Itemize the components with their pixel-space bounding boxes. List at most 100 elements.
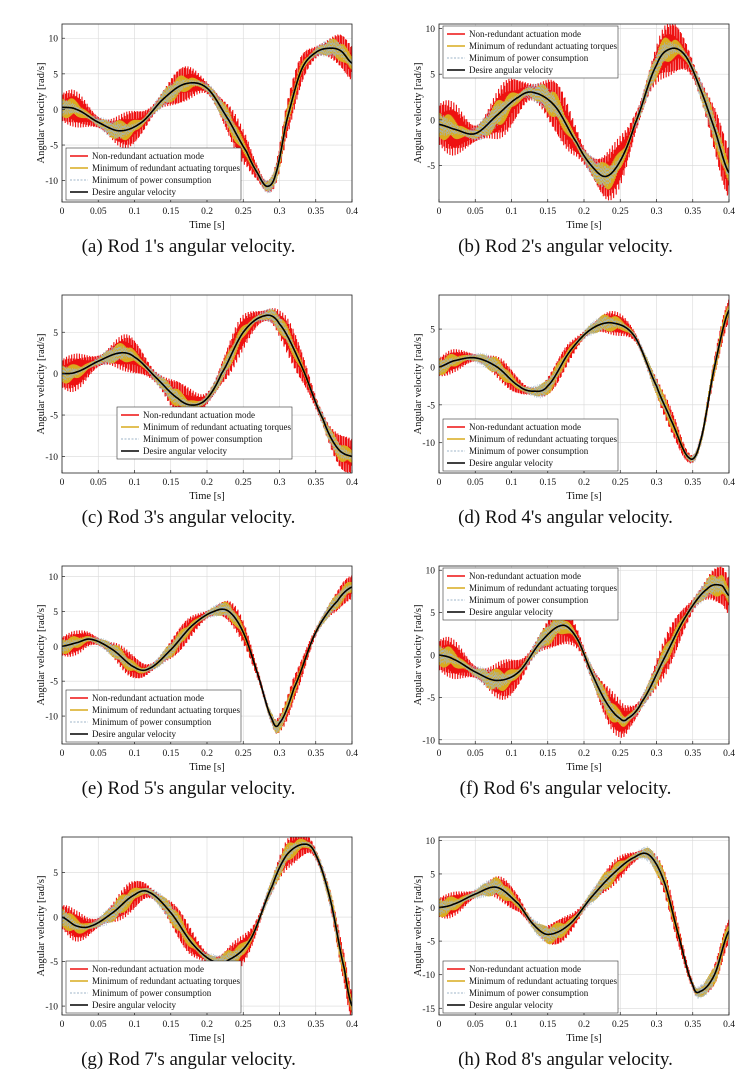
x-tick-label: 0.3 xyxy=(274,749,286,759)
legend-entry: Non-redundant actuation mode xyxy=(469,422,581,432)
caption-rod-2: (b) Rod 2's angular velocity. xyxy=(458,236,673,257)
x-tick-label: 0 xyxy=(437,207,442,217)
legend-entry: Minimum of power consumption xyxy=(92,717,212,727)
chart-rod-5: 0 0.05 0.1 0.15 0.2 0.25 0.3 0.35 0.4 -10 -5 0 5 10 Ti… xyxy=(36,565,358,773)
x-tick-label: 0.1 xyxy=(129,478,141,488)
series-non-redundant-rod-2 xyxy=(439,24,729,201)
y-tick-label: 5 xyxy=(430,71,435,81)
x-tick-label: 0.3 xyxy=(651,207,663,217)
x-tick-label: 0.4 xyxy=(723,749,735,759)
legend-entry: Minimum of power consumption xyxy=(469,446,589,456)
y-tick-label: 0 xyxy=(53,106,58,116)
x-tick-label: 0.2 xyxy=(578,478,590,488)
y-tick-label: -5 xyxy=(427,162,435,172)
y-tick-label: 10 xyxy=(426,567,436,577)
x-tick-label: 0.1 xyxy=(506,478,518,488)
series-group-rod-1 xyxy=(62,34,352,194)
caption-rod-6: (f) Rod 6's angular velocity. xyxy=(459,778,672,799)
y-tick-label: -15 xyxy=(422,1005,435,1015)
y-tick-label: 0 xyxy=(430,904,435,914)
x-tick-label: 0.4 xyxy=(346,1020,358,1030)
y-tick-label: -10 xyxy=(45,453,58,463)
x-tick-label: 0.3 xyxy=(651,478,663,488)
x-tick-label: 0.25 xyxy=(235,478,252,488)
legend-entry: Minimum of redundant actuating torques xyxy=(92,163,240,173)
series-group-rod-3 xyxy=(62,307,352,473)
subplot-rod-2: 0 0.05 0.1 0.15 0.2 0.25 0.3 0.35 0.4 -5 0 5 10 Time … xyxy=(377,0,754,271)
series-desired-rod-1 xyxy=(62,47,352,188)
legend-entry: Non-redundant actuation mode xyxy=(92,693,204,703)
legend-box xyxy=(442,567,619,621)
y-axis-label-rod-6: Angular velocity [rad/s] xyxy=(413,605,424,706)
x-axis-label-rod-6: Time [s] xyxy=(566,762,602,773)
y-tick-label: -5 xyxy=(427,694,435,704)
legend-entry: Minimum of power consumption xyxy=(143,434,263,444)
series-min-power-rod-1 xyxy=(62,39,352,194)
legend-box xyxy=(442,960,619,1014)
y-axis-label-rod-4: Angular velocity [rad/s] xyxy=(413,334,424,435)
x-tick-label: 0.15 xyxy=(539,749,556,759)
y-tick-label: -5 xyxy=(50,958,58,968)
x-tick-label: 0.35 xyxy=(684,207,701,217)
subplot-rod-5: 0 0.05 0.1 0.15 0.2 0.25 0.3 0.35 0.4 -10 -5 0 5 10 Ti… xyxy=(0,542,377,813)
series-group-rod-7 xyxy=(62,837,352,1015)
y-tick-label: 5 xyxy=(430,870,435,880)
y-tick-label: -10 xyxy=(422,736,435,746)
y-tick-label: 5 xyxy=(430,326,435,336)
chart-rod-3: 0 0.05 0.1 0.15 0.2 0.25 0.3 0.35 0.4 -10 -5 0 5 Time… xyxy=(36,294,358,502)
y-tick-label: 0 xyxy=(430,652,435,662)
legend-entry: Minimum of redundant actuating torques xyxy=(469,434,617,444)
subplot-rod-6: 0 0.05 0.1 0.15 0.2 0.25 0.3 0.35 0.4 -10 -5 0 5 10 Ti… xyxy=(377,542,754,813)
series-desired-rod-5 xyxy=(62,586,352,728)
legend-entry: Non-redundant actuation mode xyxy=(92,964,204,974)
series-group-rod-5 xyxy=(62,575,352,734)
x-tick-label: 0 xyxy=(437,749,442,759)
x-tick-label: 0.2 xyxy=(201,1020,213,1030)
series-desired-rod-3 xyxy=(62,314,352,458)
y-tick-label: 5 xyxy=(53,608,58,618)
x-tick-label: 0.05 xyxy=(467,207,484,217)
x-tick-label: 0.25 xyxy=(612,749,629,759)
caption-rod-7: (g) Rod 7's angular velocity. xyxy=(81,1049,296,1070)
x-tick-label: 0.35 xyxy=(684,1020,701,1030)
y-axis-label-rod-5: Angular velocity [rad/s] xyxy=(36,605,47,706)
x-tick-label: 0.2 xyxy=(201,478,213,488)
y-tick-label: 5 xyxy=(53,329,58,339)
legend-entry: Minimum of power consumption xyxy=(469,53,589,63)
series-group-rod-4 xyxy=(439,299,729,464)
x-tick-label: 0 xyxy=(60,1020,65,1030)
y-tick-label: -10 xyxy=(45,1003,58,1013)
legend-entry: Minimum of power consumption xyxy=(92,175,212,185)
legend-box xyxy=(65,960,242,1014)
x-tick-label: 0.1 xyxy=(129,207,141,217)
series-desired-rod-6 xyxy=(439,583,729,722)
y-tick-label: -5 xyxy=(50,678,58,688)
series-min-power-rod-4 xyxy=(439,308,729,464)
legend-rod-6: Non-redundant actuation mode Minimum of r… xyxy=(442,567,619,621)
x-tick-label: 0.4 xyxy=(346,749,358,759)
x-tick-label: 0.15 xyxy=(539,207,556,217)
x-tick-label: 0.15 xyxy=(162,207,179,217)
x-tick-label: 0.35 xyxy=(307,749,324,759)
legend-entry: Desire angular velocity xyxy=(92,1000,176,1010)
legend-entry: Desire angular velocity xyxy=(469,458,553,468)
x-axis-label-rod-7: Time [s] xyxy=(189,1033,225,1044)
x-tick-label: 0.25 xyxy=(235,749,252,759)
legend-entry: Desire angular velocity xyxy=(469,65,553,75)
legend-entry: Minimum of redundant actuating torques xyxy=(92,705,240,715)
x-tick-label: 0.05 xyxy=(90,749,107,759)
y-tick-label: 10 xyxy=(426,25,436,35)
chart-rod-7: 0 0.05 0.1 0.15 0.2 0.25 0.3 0.35 0.4 -10 -5 0 5 Time… xyxy=(36,836,358,1044)
y-tick-label: 10 xyxy=(49,573,59,583)
series-group-rod-2 xyxy=(439,24,729,201)
legend-rod-3: Non-redundant actuation mode Minimum of r… xyxy=(116,406,293,460)
x-tick-label: 0.2 xyxy=(578,1020,590,1030)
legend-box xyxy=(65,689,242,743)
y-axis-label-rod-3: Angular velocity [rad/s] xyxy=(36,334,47,435)
y-tick-label: -5 xyxy=(427,938,435,948)
legend-entry: Desire angular velocity xyxy=(92,187,176,197)
subplot-rod-4: 0 0.05 0.1 0.15 0.2 0.25 0.3 0.35 0.4 -10 -5 0 5 Time… xyxy=(377,271,754,542)
legend-entry: Minimum of redundant actuating torques xyxy=(143,422,291,432)
legend-rod-1: Non-redundant actuation mode Minimum of r… xyxy=(65,147,242,201)
legend-rod-8: Non-redundant actuation mode Minimum of r… xyxy=(442,960,619,1014)
